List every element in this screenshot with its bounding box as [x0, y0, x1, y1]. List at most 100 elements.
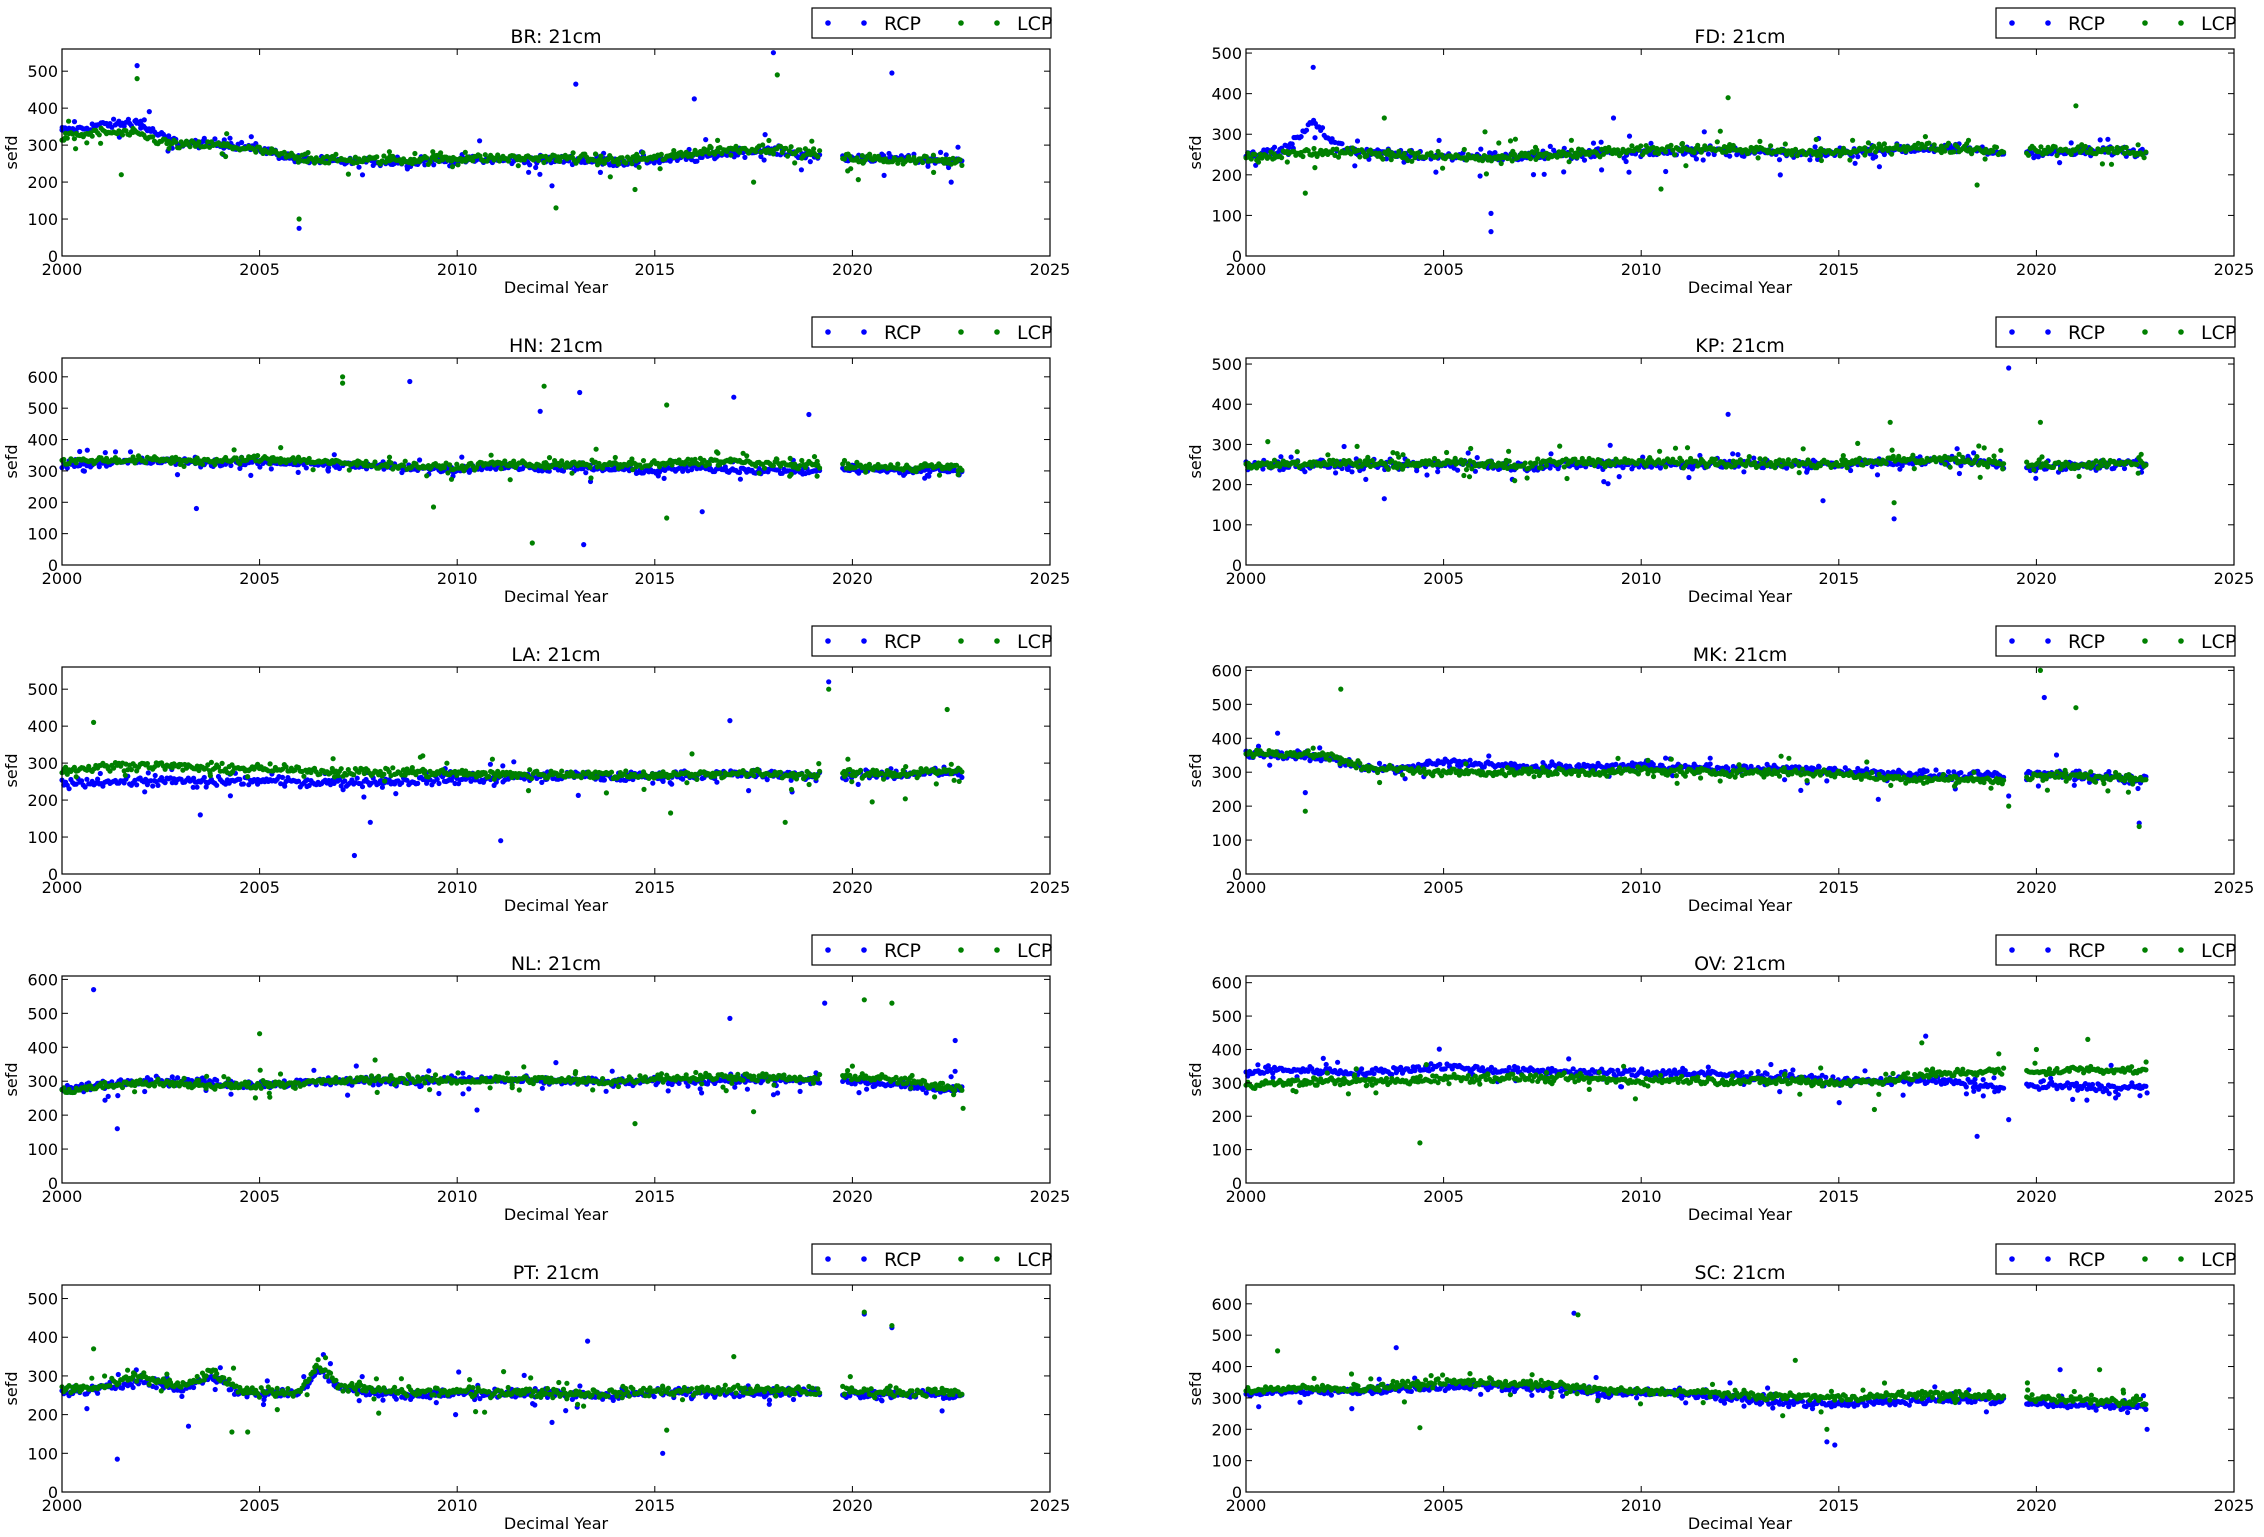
data-point-lcp: [773, 456, 780, 462]
data-point-lcp: [498, 466, 504, 472]
y-axis-label: sefd: [2, 136, 21, 170]
data-point-lcp: [1663, 464, 1669, 470]
data-point-lcp: [223, 153, 229, 160]
data-point-lcp: [438, 150, 444, 156]
data-point-lcp: [1503, 457, 1509, 463]
data-point-lcp: [1334, 146, 1340, 152]
plot-frame: [61, 48, 1051, 257]
legend-label-lcp: LCP: [1017, 13, 1052, 35]
data-point-lcp: [1955, 460, 1961, 466]
data-point-rcp: [723, 467, 729, 473]
data-point-lcp: [923, 154, 929, 160]
y-tick-label: 0: [1232, 556, 1242, 575]
outlier-point-rcp: [1725, 411, 1731, 417]
data-point-rcp: [737, 476, 744, 482]
data-point-rcp: [239, 139, 245, 146]
outlier-point-lcp: [1381, 115, 1387, 121]
data-point-rcp: [1741, 469, 1747, 475]
outlier-point-lcp: [553, 205, 559, 211]
data-point-rcp: [1626, 133, 1633, 139]
data-point-rcp: [1530, 172, 1537, 178]
data-point-lcp: [1672, 445, 1679, 451]
data-point-lcp: [671, 154, 677, 160]
data-point-lcp: [787, 455, 793, 461]
data-point-rcp: [1855, 154, 1861, 160]
outlier-point-rcp: [581, 542, 587, 548]
data-point-rcp: [201, 774, 207, 781]
data-points: [59, 50, 965, 231]
data-point-rcp: [268, 466, 274, 472]
x-tick-label: 2020: [2016, 260, 2057, 279]
data-point-lcp: [715, 148, 721, 154]
y-tick-label: 0: [48, 556, 58, 575]
data-point-rcp: [1621, 155, 1627, 161]
data-point-lcp: [448, 476, 455, 482]
data-point-rcp: [1852, 160, 1858, 166]
data-point-lcp: [1714, 139, 1720, 145]
data-point-rcp: [1730, 451, 1736, 457]
series-lcp-points: [59, 374, 965, 546]
data-point-rcp: [359, 784, 366, 790]
data-point-lcp: [920, 159, 926, 166]
data-point-rcp: [1727, 153, 1733, 159]
data-point-lcp: [1977, 474, 1983, 480]
data-point-rcp: [1478, 146, 1484, 152]
legend-marker-lcp: [2142, 20, 2148, 26]
data-point-lcp: [898, 156, 905, 162]
data-point-lcp: [2052, 144, 2058, 150]
data-point-lcp: [507, 477, 513, 483]
data-point-lcp: [361, 461, 368, 467]
data-point-lcp: [1646, 459, 1652, 465]
y-tick-label: 200: [27, 173, 58, 192]
data-point-rcp: [924, 472, 930, 478]
data-point-rcp: [141, 117, 147, 123]
y-tick-label: 500: [1211, 355, 1242, 374]
data-point-lcp: [692, 147, 698, 153]
data-point-rcp: [356, 164, 362, 170]
data-point-lcp: [607, 174, 613, 180]
x-tick-label: 2015: [634, 569, 675, 588]
data-point-lcp: [761, 465, 768, 471]
x-tick-label: 2010: [1621, 569, 1662, 588]
data-point-rcp: [84, 776, 90, 782]
y-tick-label: 0: [48, 247, 58, 266]
data-point-rcp: [1705, 151, 1711, 157]
legend-box: [811, 316, 1052, 348]
data-point-rcp: [1807, 157, 1813, 163]
outlier-point-lcp: [1974, 182, 1980, 188]
outlier-point-rcp: [296, 225, 302, 231]
data-point-lcp: [412, 157, 418, 163]
y-tick-label: 500: [27, 399, 58, 418]
data-point-rcp: [2068, 140, 2074, 146]
data-point-lcp: [817, 148, 823, 154]
legend-marker-rcp: [2045, 20, 2051, 26]
data-point-lcp: [1524, 475, 1530, 481]
data-point-lcp: [730, 146, 736, 152]
data-point-rcp: [1581, 157, 1588, 163]
data-point-lcp: [707, 143, 713, 149]
data-point-lcp: [270, 455, 276, 461]
data-point-lcp: [2000, 466, 2006, 472]
data-point-lcp: [957, 157, 963, 163]
x-tick-label: 2005: [1423, 569, 1464, 588]
outlier-point-rcp: [193, 505, 199, 512]
data-point-rcp: [1474, 455, 1480, 461]
data-point-lcp: [1261, 152, 1267, 158]
x-tick-label: 2015: [1818, 569, 1859, 588]
data-point-lcp: [1284, 159, 1290, 165]
y-tick-label: 200: [27, 493, 58, 512]
data-point-lcp: [449, 164, 456, 170]
data-point-lcp: [1325, 452, 1331, 458]
data-point-lcp: [1707, 146, 1713, 152]
data-point-lcp: [1976, 443, 1982, 449]
data-point-rcp: [84, 447, 90, 453]
outlier-point-rcp: [770, 50, 777, 56]
data-point-lcp: [1789, 463, 1795, 469]
outlier-point-rcp: [699, 509, 705, 515]
data-point-lcp: [1482, 129, 1488, 135]
legend-marker-rcp: [2009, 329, 2015, 335]
data-point-rcp: [1548, 451, 1554, 457]
data-point-lcp: [2143, 149, 2149, 155]
data-point-lcp: [153, 457, 159, 463]
outlier-point-lcp: [1725, 95, 1731, 101]
